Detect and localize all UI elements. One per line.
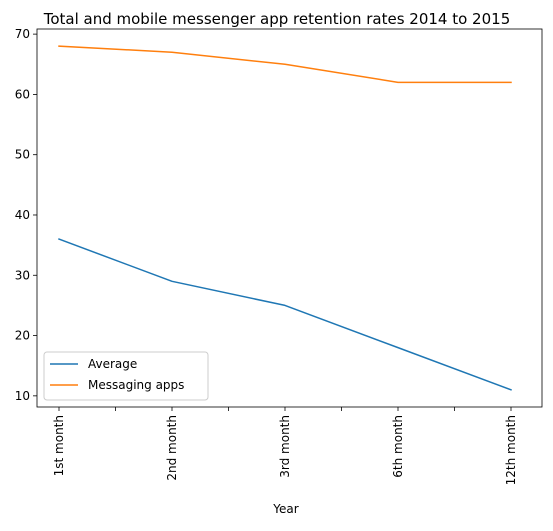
x-tick-label: 3rd month (278, 415, 292, 478)
series-line-messaging-apps (58, 45, 512, 84)
x-tick-label: 2nd month (165, 415, 179, 481)
legend: Average Messaging apps (43, 351, 209, 401)
chart-title: Total and mobile messenger app retention… (43, 10, 511, 28)
x-axis: 1st month 2nd month 3rd month 6th month 12th… (52, 407, 518, 485)
plot-area-frame (36, 28, 543, 408)
y-tick-label: 20 (15, 329, 30, 343)
legend-label-messaging-apps: Messaging apps (88, 378, 184, 392)
legend-box (43, 351, 209, 401)
series-lines (58, 45, 512, 391)
y-tick-label: 50 (15, 148, 30, 162)
x-tick-label: 1st month (52, 415, 66, 476)
x-tick-label: 12th month (504, 415, 518, 485)
series-line-average (58, 238, 512, 391)
x-axis-label: Year (272, 502, 298, 516)
x-tick-label: 6th month (391, 415, 405, 478)
y-tick-label: 70 (15, 27, 30, 41)
y-axis: 10 20 30 40 50 60 70 (15, 27, 37, 403)
y-tick-label: 60 (15, 87, 30, 101)
legend-label-average: Average (88, 357, 137, 371)
y-tick-label: 30 (15, 268, 30, 282)
y-tick-label: 10 (15, 389, 30, 403)
y-tick-label: 40 (15, 208, 30, 222)
